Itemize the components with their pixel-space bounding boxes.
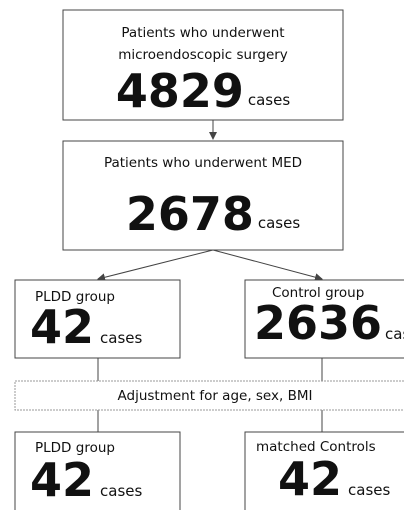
node-label: Patients who underwent MED xyxy=(104,155,302,171)
node-box xyxy=(14,431,181,510)
count: 42 xyxy=(278,452,342,506)
adjustment-box xyxy=(14,380,404,411)
node-label: Patients who underwent xyxy=(121,25,284,41)
unit: cases xyxy=(385,325,404,343)
adjustment-label: Adjustment for age, sex, BMI xyxy=(118,388,313,404)
node-count: 42 cases xyxy=(278,452,390,506)
unit: cases xyxy=(100,482,142,500)
arrow xyxy=(212,249,323,282)
node-box xyxy=(244,279,404,359)
node-box xyxy=(14,279,181,359)
node-box xyxy=(244,431,404,510)
node-count: 2678 cases xyxy=(126,187,301,241)
count: 4829 xyxy=(116,64,244,118)
node-count: 2636cases xyxy=(254,296,404,350)
unit: cases xyxy=(258,214,300,232)
node-count: 42 cases xyxy=(30,453,142,507)
node-count: 4829 cases xyxy=(116,64,291,118)
count: 2678 xyxy=(126,187,254,241)
node-label: PLDD group xyxy=(35,440,115,456)
arrow xyxy=(97,249,214,282)
node-label: microendoscopic surgery xyxy=(118,47,288,63)
node-label: Control group xyxy=(272,285,364,301)
count: 42 xyxy=(30,300,94,354)
count: 42 xyxy=(30,453,94,507)
unit: cases xyxy=(100,329,142,347)
node-label: PLDD group xyxy=(35,289,115,305)
node-label: matched Controls xyxy=(256,439,376,455)
unit: cases xyxy=(248,91,290,109)
node-box xyxy=(62,140,344,251)
node-count: 42 cases xyxy=(30,300,142,354)
unit: cases xyxy=(348,481,390,499)
count: 2636 xyxy=(254,296,382,350)
node-box xyxy=(62,9,344,121)
